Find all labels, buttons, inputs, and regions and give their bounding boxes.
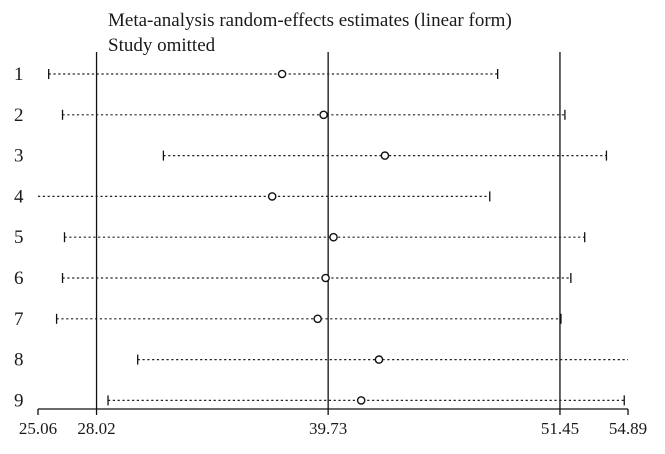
study-label-6: 6	[14, 268, 24, 289]
x-tick-label-5: 54.89	[609, 419, 647, 438]
estimate-point-2	[319, 110, 328, 120]
estimate-point-4	[267, 192, 277, 201]
study-label-9: 9	[14, 390, 24, 411]
study-label-2: 2	[14, 105, 24, 126]
x-tick-label-2: 28.02	[77, 419, 115, 438]
estimate-point-6	[321, 273, 330, 283]
study-label-1: 1	[14, 64, 24, 85]
x-tick-label-3: 39.73	[309, 419, 347, 438]
study-label-3: 3	[14, 146, 24, 167]
estimate-point-9	[356, 396, 366, 405]
estimate-point-8	[374, 355, 384, 364]
x-tick-label-4: 51.45	[541, 419, 579, 438]
estimate-point-5	[329, 232, 338, 242]
x-tick-label-1: 25.06	[19, 419, 57, 438]
study-label-4: 4	[14, 186, 24, 207]
estimate-point-7	[313, 314, 322, 324]
chart-title: Meta-analysis random-effects estimates (…	[108, 10, 512, 31]
study-label-8: 8	[14, 350, 24, 371]
chart-subtitle: Study omitted	[108, 35, 216, 56]
study-label-7: 7	[14, 309, 24, 330]
study-label-5: 5	[14, 227, 24, 248]
estimate-point-1	[277, 69, 287, 79]
estimate-point-3	[380, 151, 390, 160]
